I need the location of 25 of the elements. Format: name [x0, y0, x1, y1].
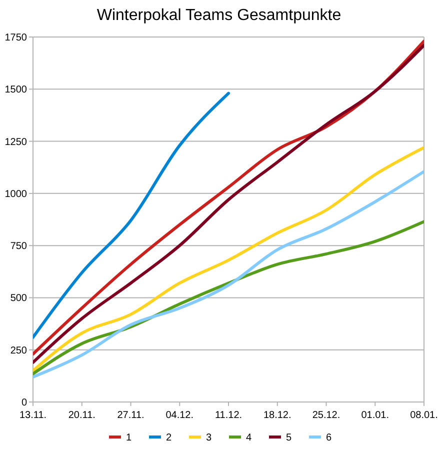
x-tick-label: 27.11. — [117, 410, 144, 421]
y-tick-label: 1500 — [4, 84, 28, 96]
y-tick-label: 0 — [21, 398, 28, 408]
legend-label: 1 — [126, 432, 132, 444]
x-tick-label: 25.12. — [312, 410, 340, 421]
y-tick-label: 750 — [10, 241, 28, 252]
x-tick-label: 01.01. — [361, 410, 390, 421]
legend-label: 5 — [286, 432, 292, 444]
x-tick-label: 13.11. — [19, 410, 47, 421]
y-tick-label: 1250 — [4, 136, 28, 148]
chart-title: Winterpokal Teams Gesamtpunkte — [96, 7, 342, 24]
x-tick-label: 11.12. — [214, 410, 242, 421]
x-tick-label: 04.12. — [166, 410, 194, 421]
x-tick-label: 18.12. — [263, 410, 292, 421]
legend-label: 4 — [246, 432, 252, 444]
y-tick-label: 250 — [10, 345, 28, 356]
x-tick-label: 20.11. — [68, 410, 96, 421]
legend-label: 2 — [166, 432, 172, 444]
x-tick-label: 08.01. — [410, 410, 438, 421]
legend-label: 3 — [206, 432, 212, 444]
line-series — [33, 92, 230, 339]
legend-label: 6 — [326, 432, 332, 444]
y-tick-label: 1000 — [4, 188, 28, 200]
y-tick-label: 1750 — [4, 32, 28, 44]
y-tick-label: 500 — [10, 293, 28, 304]
